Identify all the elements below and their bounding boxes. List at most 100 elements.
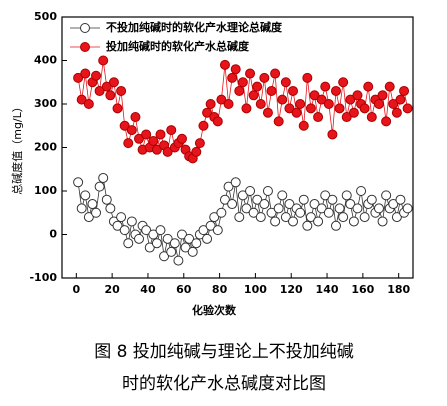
marker bbox=[245, 186, 256, 196]
marker bbox=[159, 251, 170, 262]
marker bbox=[270, 68, 281, 79]
marker bbox=[166, 246, 177, 257]
marker bbox=[384, 81, 395, 92]
marker bbox=[155, 225, 166, 236]
marker bbox=[98, 172, 109, 183]
marker bbox=[305, 103, 316, 114]
marker bbox=[108, 77, 119, 88]
marker bbox=[212, 116, 223, 127]
marker bbox=[255, 99, 266, 109]
marker bbox=[198, 120, 209, 131]
marker bbox=[162, 146, 173, 157]
marker bbox=[309, 199, 320, 210]
marker bbox=[180, 242, 191, 253]
marker bbox=[288, 85, 299, 96]
marker bbox=[126, 125, 137, 136]
marker bbox=[323, 99, 334, 109]
marker bbox=[259, 199, 270, 210]
marker bbox=[252, 81, 263, 92]
marker bbox=[230, 177, 241, 188]
marker bbox=[366, 112, 377, 123]
marker bbox=[76, 94, 87, 105]
marker bbox=[359, 212, 370, 223]
marker bbox=[388, 199, 399, 210]
marker bbox=[101, 81, 112, 92]
marker bbox=[352, 90, 363, 101]
marker bbox=[402, 203, 413, 214]
x-axis-label: 化验次数 bbox=[192, 303, 237, 317]
marker bbox=[123, 138, 134, 149]
marker bbox=[341, 190, 352, 201]
marker bbox=[252, 194, 263, 205]
marker bbox=[155, 129, 166, 140]
marker bbox=[338, 77, 349, 88]
marker bbox=[391, 107, 402, 118]
x-tick-label: 160 bbox=[351, 283, 374, 296]
marker bbox=[173, 255, 184, 266]
marker bbox=[166, 125, 177, 136]
marker bbox=[255, 212, 266, 223]
marker bbox=[105, 203, 116, 214]
marker bbox=[248, 90, 259, 101]
y-tick-label: 100 bbox=[34, 184, 57, 197]
marker bbox=[184, 233, 195, 244]
marker bbox=[399, 85, 410, 96]
marker bbox=[83, 99, 94, 109]
marker bbox=[76, 203, 87, 214]
x-tick-label: 40 bbox=[140, 283, 156, 296]
marker bbox=[277, 190, 288, 201]
marker bbox=[219, 194, 230, 205]
marker bbox=[338, 212, 349, 223]
marker bbox=[169, 238, 180, 249]
marker bbox=[176, 229, 187, 240]
marker bbox=[377, 216, 388, 227]
marker bbox=[202, 107, 213, 118]
marker bbox=[248, 207, 259, 218]
marker bbox=[94, 181, 105, 192]
marker bbox=[151, 238, 162, 249]
marker bbox=[216, 94, 227, 105]
marker bbox=[241, 103, 252, 114]
marker bbox=[327, 129, 338, 140]
marker bbox=[266, 207, 277, 218]
legend-label: 投加纯碱时的软化产水总碱度 bbox=[106, 39, 250, 53]
marker bbox=[191, 146, 202, 157]
legend-label: 不投加纯碱时的软化产水理论总碱度 bbox=[106, 20, 283, 34]
marker bbox=[352, 203, 363, 214]
marker bbox=[381, 190, 392, 201]
marker bbox=[320, 190, 331, 201]
x-tick-label: 180 bbox=[387, 283, 410, 296]
marker bbox=[366, 194, 377, 205]
marker bbox=[273, 203, 284, 214]
marker bbox=[119, 225, 130, 236]
y-tick-label: 0 bbox=[49, 228, 57, 241]
marker bbox=[395, 94, 406, 105]
marker bbox=[356, 186, 367, 196]
marker bbox=[359, 103, 370, 114]
marker bbox=[212, 225, 223, 236]
marker bbox=[348, 216, 359, 227]
marker bbox=[91, 70, 102, 81]
marker bbox=[162, 233, 173, 244]
marker bbox=[334, 203, 345, 214]
y-axis-label: 总碱度值（mg/L） bbox=[10, 101, 24, 195]
marker bbox=[134, 133, 145, 144]
y-tick-label: 500 bbox=[34, 10, 57, 23]
marker bbox=[216, 207, 227, 218]
marker bbox=[94, 85, 105, 96]
marker bbox=[295, 207, 306, 218]
plot-frame bbox=[61, 16, 414, 279]
marker bbox=[234, 85, 245, 96]
marker bbox=[266, 85, 277, 96]
marker bbox=[391, 212, 402, 223]
marker bbox=[284, 199, 295, 210]
marker bbox=[223, 99, 234, 109]
y-tick-label: 200 bbox=[34, 141, 57, 154]
marker bbox=[202, 233, 213, 244]
marker bbox=[377, 90, 388, 101]
marker bbox=[280, 212, 291, 223]
marker bbox=[298, 194, 309, 205]
marker bbox=[112, 220, 123, 231]
marker bbox=[373, 99, 384, 109]
